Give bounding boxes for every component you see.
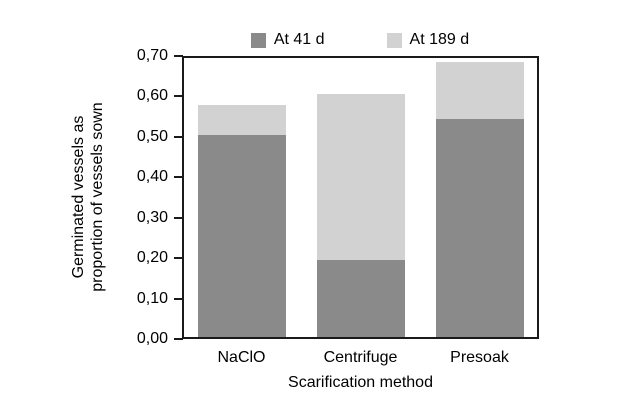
- bar-segment-centrifuge-at-41-d: [316, 260, 405, 337]
- legend-item-at-189-d: At 189 d: [386, 31, 470, 49]
- x-tick-label-presoak: Presoak: [450, 349, 509, 366]
- bar-segment-naclo-at-189-d: [197, 104, 286, 135]
- y-tick-mark: [174, 176, 183, 179]
- chart-legend: At 41 d At 189 d: [170, 31, 550, 49]
- y-tick-label: 0,40: [136, 168, 168, 186]
- y-tick-mark: [174, 95, 183, 98]
- y-tick-label: 0,50: [136, 127, 168, 145]
- bar-segment-centrifuge-at-189-d: [316, 94, 405, 261]
- y-tick-mark: [174, 297, 183, 300]
- y-tick-mark: [174, 135, 183, 138]
- legend-swatch-icon: [250, 32, 266, 48]
- y-tick-label: 0,00: [136, 330, 168, 347]
- x-tick-label-naclo: NaClO: [217, 349, 266, 366]
- y-tick-label: 0,60: [136, 87, 168, 105]
- y-tick-mark: [174, 55, 183, 57]
- bar-segment-presoak-at-189-d: [435, 62, 524, 119]
- y-tick-label: 0,20: [136, 249, 168, 267]
- y-tick-label: 0,10: [136, 289, 168, 307]
- x-axis-title: Scarification method: [288, 374, 433, 391]
- bar-segment-presoak-at-41-d: [435, 118, 524, 337]
- bar-segment-naclo-at-41-d: [197, 134, 286, 337]
- legend-item-at-41-d: At 41 d: [250, 31, 325, 49]
- y-tick-mark: [174, 338, 183, 340]
- x-tick-label-centrifuge: Centrifuge: [323, 349, 398, 366]
- y-tick-mark: [174, 257, 183, 260]
- y-tick-label: 0,30: [136, 208, 168, 226]
- legend-swatch-icon: [386, 32, 402, 48]
- y-tick-mark: [174, 216, 183, 219]
- legend-label: At 41 d: [273, 31, 325, 48]
- legend-label: At 189 d: [409, 31, 470, 48]
- y-tick-label: 0,70: [136, 47, 168, 64]
